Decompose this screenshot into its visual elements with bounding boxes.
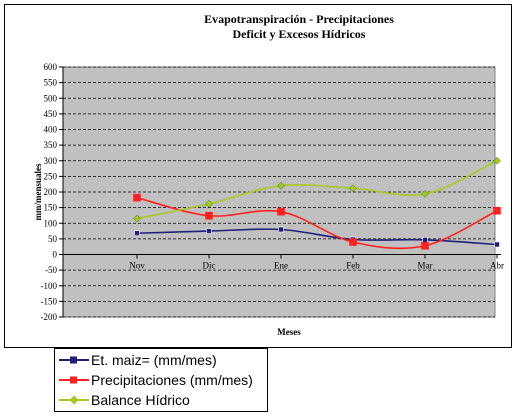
data-point-series-1 xyxy=(277,207,285,216)
y-tick-label: 350 xyxy=(44,140,58,150)
y-tick-label: -200 xyxy=(41,312,58,322)
y-tick-label: -150 xyxy=(41,296,58,306)
series-line-2 xyxy=(136,160,498,220)
x-axis-label: Meses xyxy=(277,327,301,337)
y-tick-label: 600 xyxy=(44,62,58,72)
chart-legend: Et. maiz= (mm/mes) Precipitaciones (mm/m… xyxy=(54,348,268,412)
x-tick-label: Abr xyxy=(490,261,504,271)
data-point-series-0 xyxy=(422,237,428,243)
x-tick-label: Feb xyxy=(346,261,360,271)
legend-label-et-maiz: Et. maiz= (mm/mes) xyxy=(91,352,217,368)
y-axis-label: mm/mensuales xyxy=(33,163,43,220)
legend-swatch-precipitaciones xyxy=(59,376,89,384)
series-lines xyxy=(136,160,498,250)
y-tick-label: -50 xyxy=(45,265,57,275)
y-tick-label: 450 xyxy=(44,109,58,119)
chart-title: Evapotranspiración - Precipitaciones xyxy=(204,12,394,26)
legend-label-balance-hidrico: Balance Hídrico xyxy=(91,392,190,408)
data-point-series-0 xyxy=(206,228,212,234)
data-point-series-2 xyxy=(133,214,141,223)
y-tick-label: 300 xyxy=(44,156,58,166)
y-axis-ticks: 600550500450400350300250200150100500-50-… xyxy=(41,62,63,322)
legend-label-precipitaciones: Precipitaciones (mm/mes) xyxy=(91,372,253,388)
legend-swatch-balance-hidrico xyxy=(59,395,89,405)
data-point-series-1 xyxy=(133,193,141,202)
y-tick-label: 50 xyxy=(48,234,58,244)
x-tick-label: Nov xyxy=(129,261,145,271)
line-chart: Evapotranspiración - Precipitaciones Def… xyxy=(33,12,504,337)
data-point-series-2 xyxy=(205,200,213,208)
chart-subtitle: Deficit y Excesos Hídricos xyxy=(233,27,366,41)
series-line-0 xyxy=(136,228,498,246)
legend-item-balance-hidrico: Balance Hídrico xyxy=(59,390,265,410)
data-point-series-0 xyxy=(494,241,500,248)
chart-frame: Evapotranspiración - Precipitaciones Def… xyxy=(4,4,512,348)
y-tick-label: 500 xyxy=(44,93,58,103)
y-tick-label: 150 xyxy=(44,203,58,213)
x-tick-label: Dic xyxy=(203,261,216,271)
legend-item-et-maiz: Et. maiz= (mm/mes) xyxy=(59,350,265,370)
x-tick-label: Ene xyxy=(274,261,288,271)
data-point-series-0 xyxy=(134,230,140,237)
series-markers xyxy=(133,156,501,250)
y-tick-label: 250 xyxy=(44,171,58,181)
y-tick-label: 0 xyxy=(53,250,58,260)
data-point-series-1 xyxy=(349,238,357,246)
y-tick-label: 100 xyxy=(44,218,58,228)
legend-item-precipitaciones: Precipitaciones (mm/mes) xyxy=(59,370,265,390)
data-point-series-1 xyxy=(493,206,501,215)
x-axis-ticks: Nov Dic Ene Feb Mar Abr xyxy=(129,254,504,271)
data-point-series-1 xyxy=(421,241,429,250)
data-point-series-1 xyxy=(205,211,213,220)
y-tick-label: -100 xyxy=(41,281,58,291)
series-line-1 xyxy=(136,196,498,250)
legend-swatch-et-maiz xyxy=(59,356,89,364)
data-point-series-2 xyxy=(421,190,429,198)
y-tick-label: 400 xyxy=(44,125,58,135)
y-tick-label: 200 xyxy=(44,187,58,197)
data-point-series-2 xyxy=(349,184,357,193)
x-tick-label: Mar xyxy=(418,261,433,271)
data-point-series-2 xyxy=(493,156,501,165)
data-point-series-2 xyxy=(277,181,285,190)
y-tick-label: 550 xyxy=(44,78,58,88)
data-point-series-0 xyxy=(278,226,284,233)
